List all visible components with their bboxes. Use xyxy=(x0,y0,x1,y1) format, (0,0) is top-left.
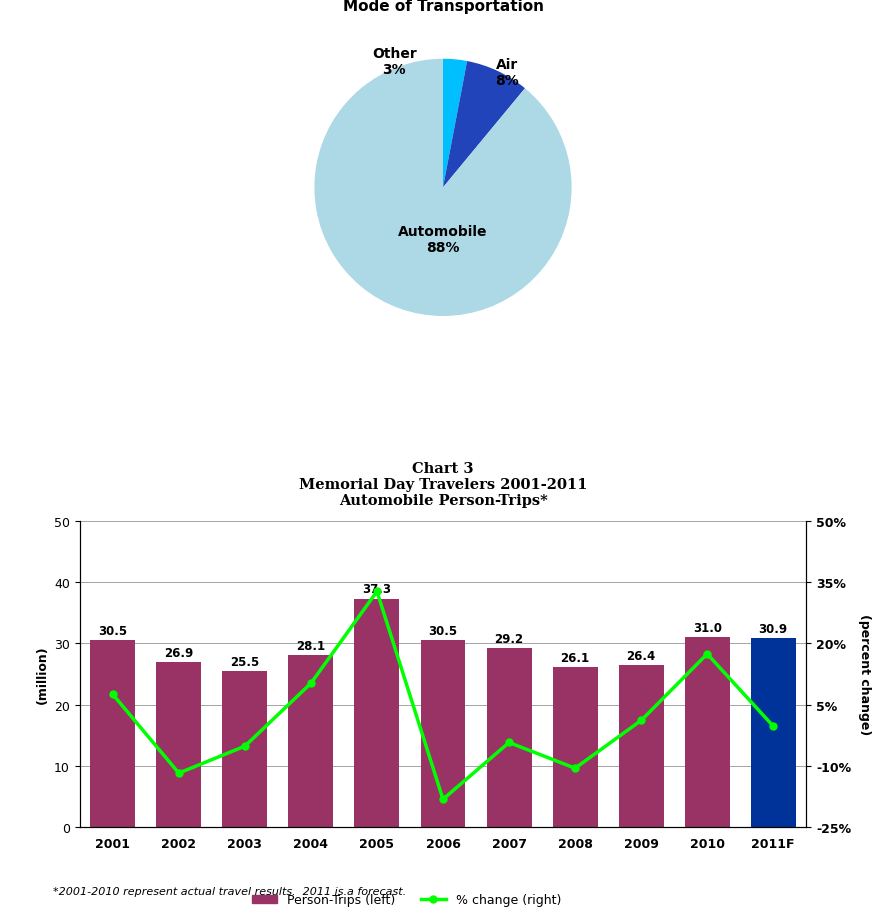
Wedge shape xyxy=(315,60,571,317)
Text: 30.5: 30.5 xyxy=(429,624,457,638)
Bar xyxy=(486,649,532,827)
Bar xyxy=(421,641,465,827)
Text: 28.1: 28.1 xyxy=(296,639,325,652)
Bar xyxy=(156,663,201,827)
Text: Air
8%: Air 8% xyxy=(495,58,519,87)
Text: *2001-2010 represent actual travel results.  2011 is a forecast.: *2001-2010 represent actual travel resul… xyxy=(53,886,407,896)
Text: 26.4: 26.4 xyxy=(626,650,656,663)
Text: 26.9: 26.9 xyxy=(164,646,193,660)
Wedge shape xyxy=(443,62,525,188)
Text: 31.0: 31.0 xyxy=(693,621,722,634)
Text: Other
3%: Other 3% xyxy=(372,47,416,77)
Bar xyxy=(90,641,136,827)
Bar xyxy=(553,667,597,827)
Bar xyxy=(750,638,796,827)
Bar xyxy=(618,665,664,827)
Y-axis label: (percent change): (percent change) xyxy=(858,614,871,734)
Title: Chart 2
Distribution of US Memorial Day Travelers by
Mode of Transportation: Chart 2 Distribution of US Memorial Day … xyxy=(250,0,636,14)
Bar xyxy=(354,599,400,827)
Bar xyxy=(289,655,333,827)
Text: 30.5: 30.5 xyxy=(98,624,128,638)
Text: 37.3: 37.3 xyxy=(362,583,392,596)
Bar xyxy=(685,638,730,827)
Legend: Person-Trips (left), % change (right): Person-Trips (left), % change (right) xyxy=(247,889,566,912)
Text: 25.5: 25.5 xyxy=(230,655,260,668)
Text: 26.1: 26.1 xyxy=(561,652,590,664)
Title: Chart 3
Memorial Day Travelers 2001-2011
Automobile Person-Trips*: Chart 3 Memorial Day Travelers 2001-2011… xyxy=(299,461,587,507)
Wedge shape xyxy=(443,60,467,188)
Bar xyxy=(222,671,268,827)
Text: 30.9: 30.9 xyxy=(758,622,788,635)
Y-axis label: (million): (million) xyxy=(35,645,49,703)
Text: 29.2: 29.2 xyxy=(494,632,524,645)
Text: Automobile
88%: Automobile 88% xyxy=(398,224,488,255)
